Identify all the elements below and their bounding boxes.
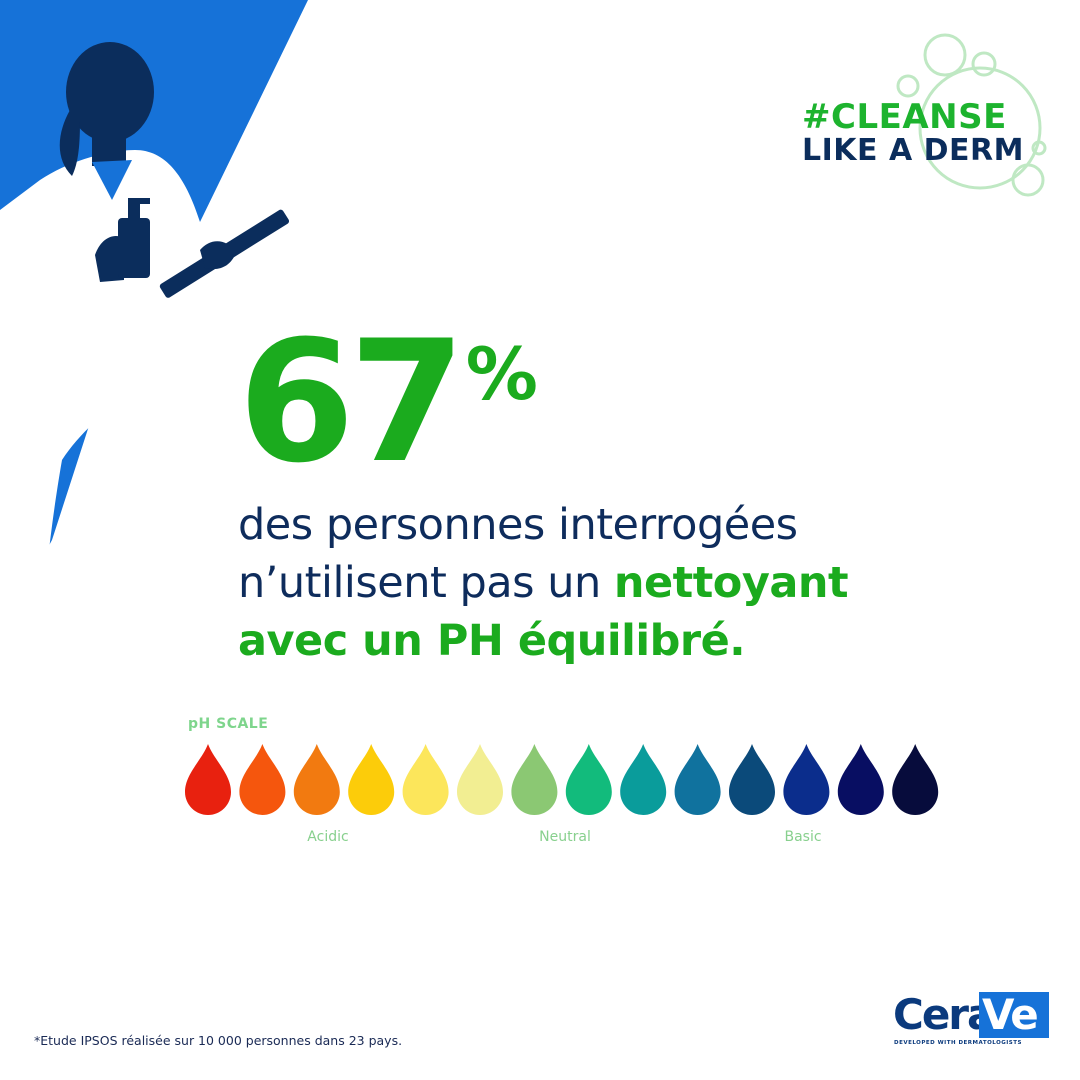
ph-scale-drops: [185, 744, 939, 816]
ph-drop-icon: [348, 744, 395, 815]
claim-text-part-1: des personnes interrogées n’utilisent pa…: [238, 500, 798, 608]
logo-cera: Cera: [893, 990, 995, 1039]
ph-drop-icon: [239, 744, 286, 815]
hashtag-cleanse-like-a-derm: #CLEANSE LIKE A DERM: [802, 100, 1024, 166]
headline-statistic: 67%: [238, 318, 538, 486]
statistic-number: 67: [238, 304, 466, 500]
hashtag-line-1: #CLEANSE: [802, 97, 1007, 137]
ph-drop-icon: [565, 744, 612, 815]
cerave-logo: Cera Ve DEVELOPED WITH DERMATOLOGISTS: [893, 990, 1049, 1052]
ph-drop-icon: [674, 744, 721, 815]
ph-drop-icon: [185, 744, 231, 815]
statistic-percent-sign: %: [465, 332, 538, 416]
ph-scale-title: pH SCALE: [188, 716, 269, 732]
ph-drop-icon: [729, 744, 775, 815]
claim-text: des personnes interrogées n’utilisent pa…: [238, 496, 958, 670]
logo-ve: Ve: [982, 990, 1039, 1039]
ph-drop-icon: [402, 744, 449, 815]
ph-label-acidic: Acidic: [307, 829, 349, 845]
ph-label-neutral: Neutral: [539, 829, 591, 845]
logo-tagline: DEVELOPED WITH DERMATOLOGISTS: [894, 1040, 1022, 1046]
pharmacist-silhouette: [0, 42, 290, 640]
ph-drop-icon: [457, 744, 503, 815]
bubbles-icon: [896, 33, 1047, 197]
ph-drop-icon: [511, 744, 558, 815]
hashtag-line-2: LIKE A DERM: [802, 133, 1024, 168]
ph-drop-icon: [783, 744, 830, 815]
ph-drop-icon: [892, 744, 939, 816]
ph-drop-icon: [837, 744, 884, 815]
ph-label-basic: Basic: [784, 829, 822, 845]
footnote: *Etude IPSOS réalisée sur 10 000 personn…: [34, 1033, 403, 1048]
logo-ve-box: [979, 992, 1049, 1038]
ph-drop-icon: [293, 744, 340, 815]
claim-text-highlight: nettoyant avec un PH équilibré.: [238, 558, 849, 666]
ph-drop-icon: [620, 744, 667, 815]
